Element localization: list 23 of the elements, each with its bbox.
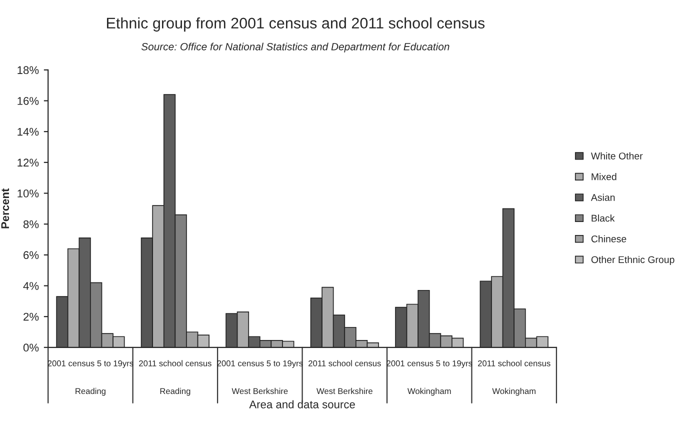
y-tick-label: 6%: [24, 251, 39, 260]
chart-subtitle: Source: Office for National Statistics and Department for Education: [141, 42, 450, 52]
y-tick-label: 18%: [18, 66, 39, 74]
legend-label: Mixed: [592, 173, 616, 180]
category-label: 2011 school census West Berkshire: [308, 360, 381, 394]
legend-label: Black: [592, 214, 615, 222]
category-label: 2011 school census Wokingham: [478, 360, 550, 396]
y-tick-label: 2%: [24, 312, 39, 321]
category-label: 2011 school census Reading: [139, 360, 212, 396]
x-axis-title: Area and data source: [249, 400, 355, 408]
y-tick-label: 12%: [18, 158, 39, 167]
legend-label: Asian: [590, 194, 615, 201]
legend-label: White Other: [590, 152, 643, 160]
legend-label: Chinese: [591, 235, 626, 242]
y-tick-label: 10%: [18, 190, 39, 198]
y-tick-label: 14%: [18, 128, 39, 136]
y-tick-label: 16%: [18, 97, 39, 105]
legend-label: Other Ethnic Group: [591, 256, 674, 266]
y-tick-label: 4%: [23, 282, 39, 290]
y-tick-label: 0%: [23, 344, 39, 352]
y-axis-title: Percent: [1, 188, 10, 228]
y-tick-label: 8%: [23, 220, 39, 228]
chart-title: Ethnic group from 2001 census and 2011 school census: [106, 17, 485, 32]
